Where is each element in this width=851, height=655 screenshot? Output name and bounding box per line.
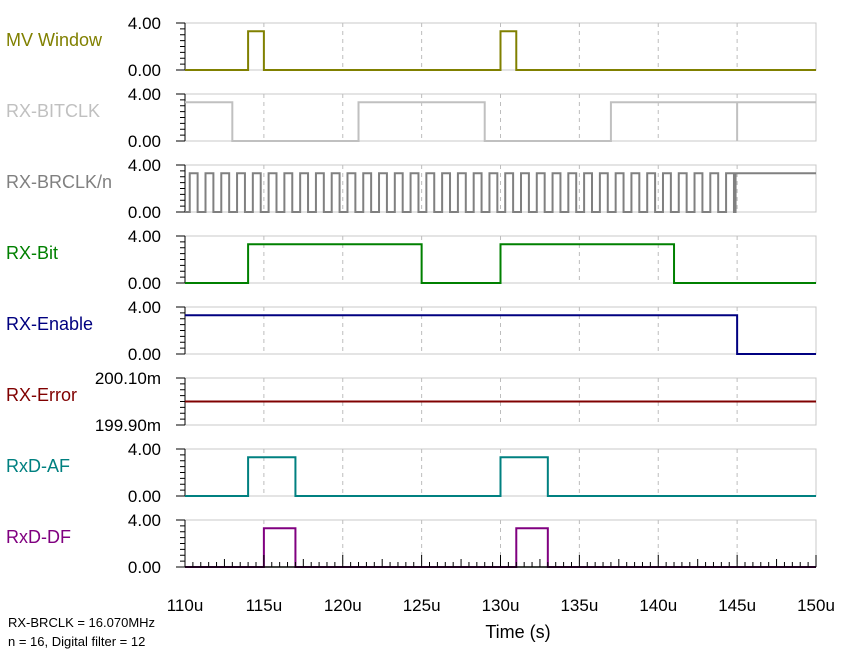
waveform-rx-bit xyxy=(185,243,816,284)
y-tick-label-bottom: 0.00 xyxy=(128,558,161,577)
panel-frame xyxy=(184,164,817,213)
y-tick-label-bottom: 199.90m xyxy=(95,416,161,435)
x-tick-label: 150u xyxy=(797,596,835,615)
x-tick-label: 140u xyxy=(639,596,677,615)
x-axis-label: Time (s) xyxy=(485,622,550,642)
signal-label: RxD-AF xyxy=(6,456,70,476)
footnote-clock: RX-BRCLK = 16.070MHz xyxy=(8,615,156,630)
y-tick-label-top: 4.00 xyxy=(128,85,161,104)
y-tick-label-bottom: 0.00 xyxy=(128,345,161,364)
x-tick-label: 110u xyxy=(167,596,204,615)
y-tick-label-bottom: 0.00 xyxy=(128,274,161,293)
y-tick-label-bottom: 0.00 xyxy=(128,132,161,151)
signal-label: RX-BITCLK xyxy=(6,101,100,121)
y-tick-label-top: 4.00 xyxy=(128,511,161,530)
panel-rx-brclk-n: 4.00 0.00 RX-BRCLK/n xyxy=(6,156,817,222)
panel-rx-bit: 4.00 0.00 RX-Bit xyxy=(6,227,817,293)
y-tick-label-bottom: 0.00 xyxy=(128,203,161,222)
y-tick-label-top: 4.00 xyxy=(128,14,161,33)
waveform-rx-bitclk xyxy=(185,101,816,142)
x-tick-label: 115u xyxy=(246,596,283,615)
x-tick-label: 120u xyxy=(324,596,362,615)
y-tick-label-top: 4.00 xyxy=(128,227,161,246)
waveform-rxd-af xyxy=(185,456,816,497)
signal-label: RX-BRCLK/n xyxy=(6,172,112,192)
signal-label: RX-Error xyxy=(6,385,77,405)
footnote-params: n = 16, Digital filter = 12 xyxy=(8,634,146,649)
panel-mv-window: 4.00 0.00 MV Window xyxy=(6,14,817,80)
y-tick-label-bottom: 0.00 xyxy=(128,487,161,506)
signal-label: MV Window xyxy=(6,30,103,50)
y-tick-label-top: 4.00 xyxy=(128,156,161,175)
signal-label: RX-Bit xyxy=(6,243,58,263)
panel-rx-enable: 4.00 0.00 RX-Enable xyxy=(6,298,817,364)
y-tick-label-top: 4.00 xyxy=(128,298,161,317)
panel-rx-error: 200.10m 199.90m RX-Error xyxy=(6,369,817,435)
signal-label: RxD-DF xyxy=(6,527,71,547)
y-tick-label-top: 4.00 xyxy=(128,440,161,459)
y-tick-label-bottom: 0.00 xyxy=(128,61,161,80)
panel-rx-bitclk: 4.00 0.00 RX-BITCLK xyxy=(6,85,817,151)
x-tick-label: 135u xyxy=(560,596,598,615)
panel-frame xyxy=(184,306,817,355)
x-tick-label: 125u xyxy=(403,596,441,615)
x-tick-label: 145u xyxy=(718,596,756,615)
x-tick-label: 130u xyxy=(482,596,520,615)
waveform-rx-enable xyxy=(185,314,816,355)
signal-label: RX-Enable xyxy=(6,314,93,334)
x-axis: 110u 115u 120u 125u 130u 135u 140u 145u 150u xyxy=(167,555,835,615)
waveform-mv-window xyxy=(185,30,816,71)
panel-rxd-af: 4.00 0.00 RxD-AF xyxy=(6,440,817,506)
y-tick-label-top: 200.10m xyxy=(95,369,161,388)
waveform-rx-brclk-n xyxy=(185,172,816,213)
panel-frame xyxy=(184,93,817,142)
panels: 4.00 0.00 MV Window 4.00 0.00 RX-BITCLK 4.00 0.… xyxy=(6,14,817,577)
